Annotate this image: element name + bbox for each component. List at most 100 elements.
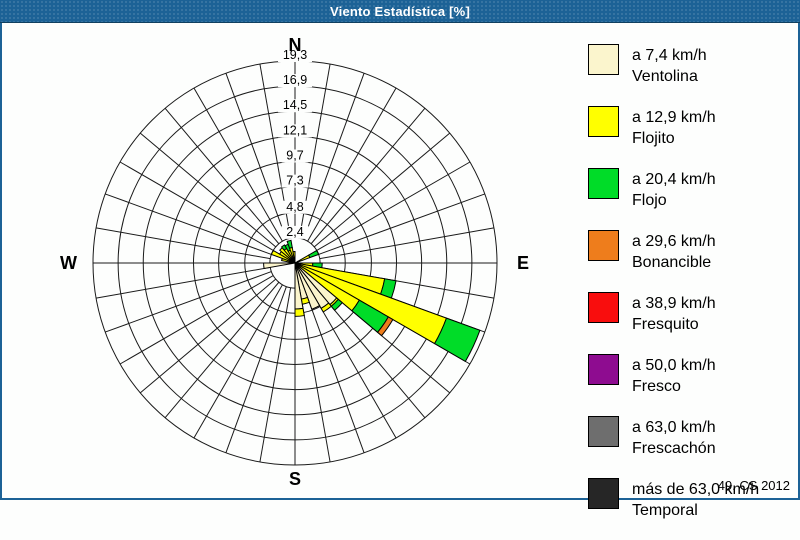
tick-label-backing (281, 225, 309, 239)
radial-tick-label: 9,7 (286, 148, 303, 162)
radial-tick-labels: 2,4 4,8 7,3 9,7 12,1 14,5 16,9 19,3 (278, 48, 312, 239)
grid-spoke (303, 73, 365, 240)
rose-bar-segment-flojito (320, 302, 333, 313)
legend-speed-label: más de 63,0 km/h (632, 481, 760, 498)
legend-swatch (588, 354, 619, 385)
radial-tick-label: 2,4 (286, 225, 303, 239)
tick-label-backing (281, 149, 309, 163)
legend-item: a 20,4 km/h Flojo (588, 168, 788, 211)
legend-label: a 38,9 km/h Fresquito (632, 292, 716, 335)
grid-spoke (298, 287, 331, 463)
compass-label-south: S (289, 469, 301, 489)
radial-tick-label: 7,3 (286, 174, 303, 188)
grid-spoke (164, 281, 280, 419)
legend-class-name: Frescachón (632, 440, 716, 457)
legend-class-name: Bonancible (632, 254, 712, 271)
grid-spoke (319, 227, 495, 260)
radial-tick-label: 4,8 (286, 200, 303, 214)
grid-spoke (318, 193, 485, 255)
rose-bar-segment-flojo (433, 317, 481, 363)
grid-spoke (139, 278, 277, 394)
grid-spoke (225, 73, 287, 240)
legend-speed-label: a 50,0 km/h (632, 357, 716, 374)
title-bar: Viento Estadística [%] (0, 0, 800, 23)
grid-spoke (259, 287, 292, 463)
content-area: 2,4 4,8 7,3 9,7 12,1 14,5 16,9 19,3 N S E W a 7,4 k… (0, 23, 800, 519)
radial-tick-label: 14,5 (283, 98, 307, 112)
grid-spoke (105, 193, 272, 255)
grid-spoke (307, 87, 397, 242)
rose-bar-segment-flojo (330, 298, 344, 312)
legend-label: a 7,4 km/h Ventolina (632, 44, 707, 87)
legend: a 7,4 km/h Ventolina a 12,9 km/h Flojito a 2… (588, 44, 788, 540)
legend-swatch (588, 44, 619, 75)
legend-label: a 63,0 km/h Frescachón (632, 416, 716, 459)
legend-item: a 50,0 km/h Fresco (588, 354, 788, 397)
legend-class-name: Flojito (632, 130, 675, 147)
grid-spoke (316, 161, 471, 251)
grid-spoke (139, 132, 277, 248)
legend-speed-label: a 29,6 km/h (632, 233, 716, 250)
grid-spoke (119, 161, 274, 251)
legend-speed-label: a 63,0 km/h (632, 419, 716, 436)
wind-rose-chart: 2,4 4,8 7,3 9,7 12,1 14,5 16,9 19,3N S E W (60, 35, 529, 489)
legend-swatch (588, 292, 619, 323)
grid-spoke (164, 107, 280, 245)
rose-bar-segment-flojo (307, 249, 320, 259)
grid-spoke (193, 87, 283, 242)
tick-label-backing (278, 124, 312, 138)
legend-speed-label: a 20,4 km/h (632, 171, 716, 188)
tick-label-backing (281, 200, 309, 214)
radial-tick-label: 12,1 (283, 123, 307, 137)
app-window: { "window": { "title": "Viento Estadísti… (0, 0, 800, 519)
compass-label-north: N (289, 35, 302, 55)
legend-class-name: Temporal (632, 502, 698, 519)
legend-swatch (588, 106, 619, 137)
rose-bar-segment-flojo (280, 244, 288, 251)
legend-speed-label: a 12,9 km/h (632, 109, 716, 126)
rose-bar-segment-bonancible (376, 316, 394, 337)
legend-label: a 29,6 km/h Bonancible (632, 230, 716, 273)
rose-bar-segment-ventolina (294, 262, 321, 310)
legend-swatch (588, 478, 619, 509)
rose-bars (263, 239, 481, 363)
legend-class-name: Flojo (632, 192, 667, 209)
tick-label-backing (281, 174, 309, 188)
tick-label-backing (278, 74, 312, 88)
rose-bar-segment-flojito (292, 250, 296, 261)
grid-spoke (95, 266, 271, 299)
legend-swatch (588, 168, 619, 199)
tick-label-backing (278, 49, 312, 62)
legend-item: a 63,0 km/h Frescachón (588, 416, 788, 459)
legend-label: a 20,4 km/h Flojo (632, 168, 716, 211)
rose-bar-segment-ventolina (263, 262, 296, 270)
radial-tick-label: 19,3 (283, 48, 307, 62)
legend-speed-label: a 7,4 km/h (632, 47, 707, 64)
legend-label: a 50,0 km/h Fresco (632, 354, 716, 397)
grid-spoke (119, 275, 274, 365)
legend-class-name: Ventolina (632, 68, 698, 85)
grid-spoke (193, 284, 283, 439)
window-title: Viento Estadística [%] (330, 3, 470, 19)
legend-class-name: Fresco (632, 378, 681, 395)
grid-spoke (310, 107, 426, 245)
legend-swatch (588, 230, 619, 261)
grid-spoke (95, 227, 271, 260)
legend-item: a 12,9 km/h Flojito (588, 106, 788, 149)
grid-spoke (303, 286, 365, 453)
compass-label-east: E (517, 253, 529, 273)
rose-bar-segment-flojo (286, 239, 293, 249)
tick-label-backing (278, 99, 312, 113)
footer-text: 49. CS 2012 (717, 478, 790, 493)
compass-labels: N S E W (60, 35, 529, 489)
grid-spoke (225, 286, 287, 453)
rose-bar-segment-flojito (297, 254, 311, 263)
legend-item: a 29,6 km/h Bonancible (588, 230, 788, 273)
grid-spoke (313, 132, 451, 248)
legend-item: a 7,4 km/h Ventolina (588, 44, 788, 87)
legend-item: a 38,9 km/h Fresquito (588, 292, 788, 335)
rose-bar-segment-flojito (294, 307, 305, 317)
legend-class-name: Fresquito (632, 316, 699, 333)
compass-label-west: W (60, 253, 77, 273)
legend-speed-label: a 38,9 km/h (632, 295, 716, 312)
